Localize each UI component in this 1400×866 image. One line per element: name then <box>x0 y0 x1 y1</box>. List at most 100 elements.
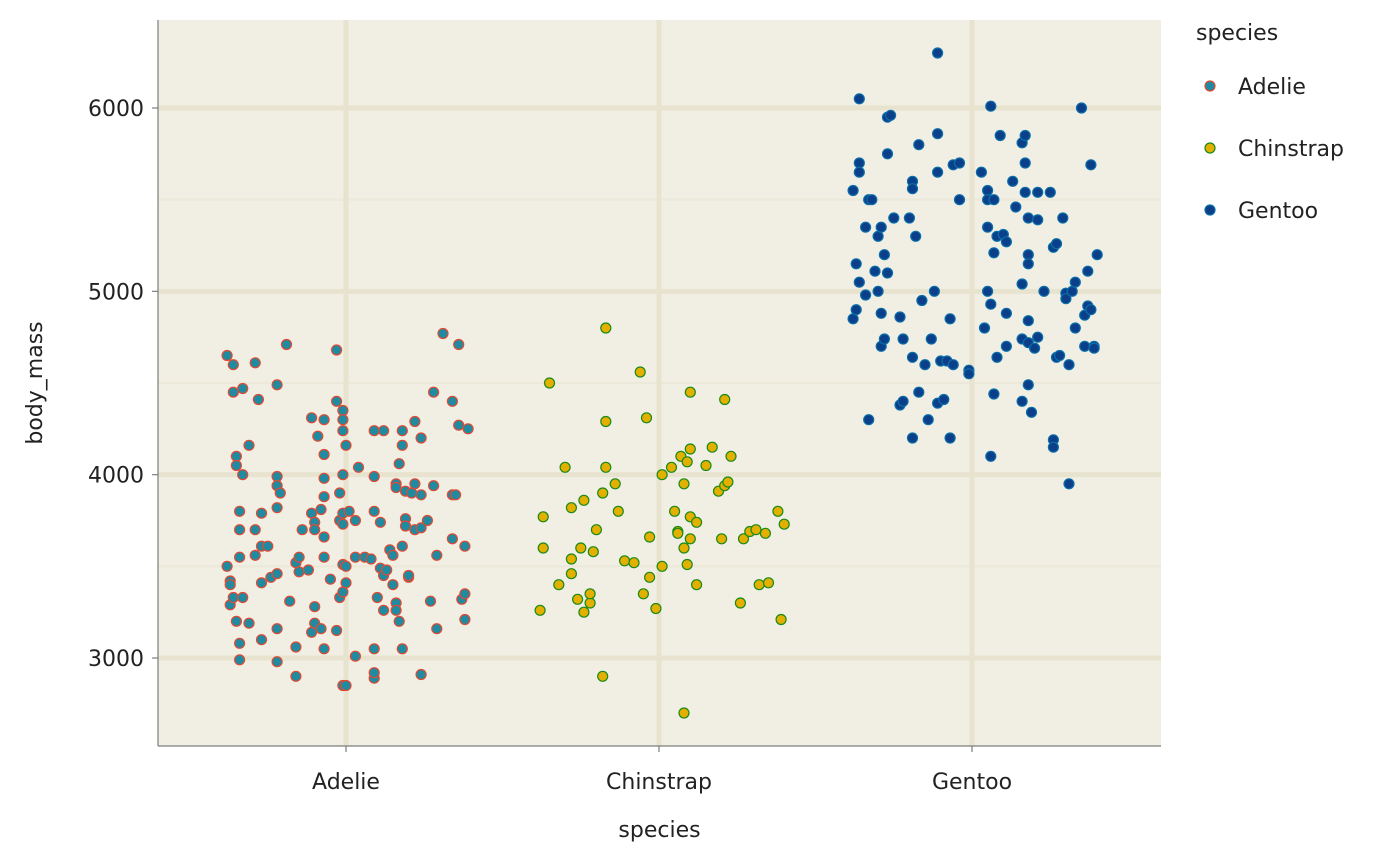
point-adelie <box>227 591 239 604</box>
point-adelie <box>428 480 440 492</box>
point-adelie <box>284 595 296 607</box>
point-gentoo <box>1016 395 1028 407</box>
point-adelie <box>234 637 246 649</box>
point-adelie <box>306 412 318 424</box>
point-chinstrap <box>719 393 731 406</box>
point-gentoo <box>906 183 919 195</box>
point-chinstrap <box>618 555 631 567</box>
point-gentoo <box>853 276 865 288</box>
point-chinstrap <box>534 604 546 616</box>
point-adelie <box>337 586 349 598</box>
point-chinstrap <box>578 494 590 506</box>
point-chinstrap <box>600 322 612 334</box>
point-adelie <box>271 502 283 514</box>
point-chinstrap <box>725 450 737 462</box>
point-adelie <box>293 551 305 563</box>
point-gentoo <box>1032 331 1044 343</box>
point-adelie <box>230 450 242 462</box>
point-gentoo <box>1000 307 1013 319</box>
point-chinstrap <box>609 478 621 490</box>
point-adelie <box>293 566 305 578</box>
point-gentoo <box>1032 214 1044 226</box>
point-gentoo <box>1007 175 1019 187</box>
point-adelie <box>431 549 443 561</box>
point-adelie <box>255 577 268 589</box>
point-chinstrap <box>672 527 684 539</box>
point-gentoo <box>928 285 941 297</box>
point-adelie <box>459 540 471 552</box>
point-gentoo <box>1032 186 1044 198</box>
y-tick-label: 4000 <box>88 464 144 489</box>
point-adelie <box>318 531 330 543</box>
point-gentoo <box>850 258 862 270</box>
point-adelie <box>237 591 249 604</box>
point-gentoo <box>988 247 1000 259</box>
y-tick-label: 3000 <box>88 647 144 672</box>
point-gentoo <box>872 230 884 242</box>
point-adelie <box>421 514 433 527</box>
point-adelie <box>337 518 349 530</box>
point-gentoo <box>1066 285 1078 297</box>
point-adelie <box>406 487 418 499</box>
legend-key-marker <box>1204 142 1216 154</box>
point-adelie <box>306 507 318 519</box>
point-gentoo <box>850 304 862 316</box>
point-gentoo <box>1038 285 1050 297</box>
point-adelie <box>302 564 314 576</box>
point-chinstrap <box>597 670 609 682</box>
point-adelie <box>249 357 261 369</box>
point-gentoo <box>975 166 988 178</box>
point-chinstrap <box>722 476 734 488</box>
point-adelie <box>243 439 255 451</box>
point-adelie <box>318 643 330 655</box>
point-adelie <box>274 487 286 499</box>
point-adelie <box>309 601 321 613</box>
point-gentoo <box>1085 159 1097 171</box>
point-gentoo <box>884 109 897 121</box>
legend-label: Gentoo <box>1238 199 1318 224</box>
point-chinstrap <box>590 524 603 536</box>
point-gentoo <box>869 265 881 277</box>
data-points <box>221 47 1103 719</box>
point-adelie <box>399 520 412 532</box>
point-chinstrap <box>753 579 765 591</box>
point-gentoo <box>859 221 872 233</box>
point-chinstrap <box>715 533 728 545</box>
point-adelie <box>368 643 380 655</box>
point-adelie <box>252 393 264 406</box>
point-gentoo <box>847 313 859 325</box>
point-adelie <box>409 415 421 428</box>
point-adelie <box>324 573 336 585</box>
point-adelie <box>234 505 246 517</box>
point-adelie <box>368 667 380 679</box>
point-adelie <box>318 472 330 484</box>
point-gentoo <box>1057 212 1069 224</box>
point-gentoo <box>1025 406 1038 418</box>
point-chinstrap <box>637 588 650 600</box>
point-adelie <box>415 668 427 681</box>
point-gentoo <box>853 166 865 178</box>
point-adelie <box>318 414 330 426</box>
point-adelie <box>221 560 233 572</box>
point-gentoo <box>875 307 887 319</box>
point-chinstrap <box>690 579 703 591</box>
point-gentoo <box>875 221 887 233</box>
x-tick-label: Adelie <box>312 770 380 795</box>
point-chinstrap <box>537 542 549 554</box>
point-chinstrap <box>643 531 656 543</box>
point-adelie <box>387 579 399 591</box>
point-adelie <box>396 425 408 437</box>
y-axis-ticks: 3000 4000 5000 6000 <box>88 97 158 672</box>
point-adelie <box>237 469 249 481</box>
point-adelie <box>340 577 352 589</box>
point-adelie <box>340 439 352 451</box>
point-adelie <box>390 604 402 616</box>
point-adelie <box>462 423 474 435</box>
point-gentoo <box>897 333 909 345</box>
point-adelie <box>349 650 361 662</box>
point-gentoo <box>1085 304 1097 316</box>
point-gentoo <box>1063 359 1075 371</box>
point-adelie <box>290 641 302 653</box>
point-chinstrap <box>571 593 584 605</box>
point-chinstrap <box>684 443 696 455</box>
